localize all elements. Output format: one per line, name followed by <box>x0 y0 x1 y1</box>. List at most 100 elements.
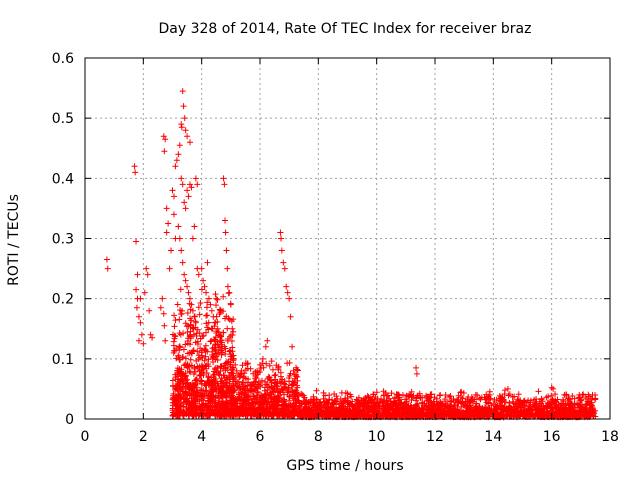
data-point <box>217 412 224 419</box>
data-point <box>490 409 497 416</box>
data-point <box>479 406 486 413</box>
data-point <box>193 330 200 337</box>
data-point <box>182 394 189 401</box>
data-point <box>247 402 254 409</box>
data-point <box>486 388 493 395</box>
data-point <box>184 310 191 317</box>
data-point <box>217 378 224 385</box>
data-point <box>198 349 205 356</box>
data-point <box>344 394 351 401</box>
data-point <box>365 411 372 418</box>
data-point <box>183 323 190 330</box>
data-point <box>190 381 197 388</box>
data-point <box>454 410 461 417</box>
data-point <box>169 187 176 194</box>
data-point <box>200 397 207 404</box>
data-point <box>186 332 193 339</box>
data-point <box>562 401 569 408</box>
data-point <box>177 387 184 394</box>
data-point <box>226 363 233 370</box>
data-point <box>385 401 392 408</box>
data-point <box>275 363 282 370</box>
data-point <box>202 353 209 360</box>
data-point <box>202 329 209 336</box>
data-point <box>360 403 367 410</box>
data-point <box>281 398 288 405</box>
data-point <box>230 328 237 335</box>
data-point <box>239 362 246 369</box>
data-point <box>266 392 273 399</box>
data-point <box>447 398 454 405</box>
data-point <box>451 401 458 408</box>
data-point <box>291 391 298 398</box>
data-point <box>268 403 275 410</box>
data-point <box>225 359 232 366</box>
data-point <box>543 394 550 401</box>
data-point <box>366 406 373 413</box>
y-tick-label: 0.6 <box>52 51 74 67</box>
data-point <box>260 393 267 400</box>
data-point <box>203 289 210 296</box>
data-point <box>533 401 540 408</box>
data-point <box>428 391 435 398</box>
data-point <box>541 406 548 413</box>
data-point <box>348 410 355 417</box>
data-point <box>219 347 226 354</box>
data-point <box>494 411 501 418</box>
data-point <box>187 315 194 322</box>
data-point <box>385 405 392 412</box>
x-tick-label: 16 <box>543 429 561 445</box>
data-point <box>193 377 200 384</box>
data-point <box>288 388 295 395</box>
data-point <box>480 411 487 418</box>
data-point <box>211 344 218 351</box>
data-point <box>195 356 202 363</box>
data-point <box>229 410 236 417</box>
data-point <box>173 157 180 164</box>
data-point <box>176 142 183 149</box>
data-point <box>104 265 111 272</box>
data-point <box>184 329 191 336</box>
data-point <box>426 394 433 401</box>
data-point <box>548 392 555 399</box>
data-point <box>400 411 407 418</box>
data-point <box>393 401 400 408</box>
data-point <box>178 121 185 128</box>
data-point <box>224 382 231 389</box>
data-point <box>248 386 255 393</box>
data-point <box>272 395 279 402</box>
data-point <box>326 412 333 419</box>
data-point <box>194 181 201 188</box>
data-point <box>196 405 203 412</box>
data-point <box>271 372 278 379</box>
data-point <box>550 385 557 392</box>
data-point <box>253 384 260 391</box>
data-point <box>204 299 211 306</box>
data-point <box>468 404 475 411</box>
data-point <box>172 163 179 170</box>
data-point <box>179 259 186 266</box>
data-point <box>332 397 339 404</box>
data-point <box>442 396 449 403</box>
data-point <box>518 407 525 414</box>
data-point <box>365 393 372 400</box>
data-point <box>356 411 363 418</box>
data-point <box>234 382 241 389</box>
data-point <box>168 247 175 254</box>
data-point <box>238 381 245 388</box>
data-point <box>531 396 538 403</box>
data-point <box>345 411 352 418</box>
data-point <box>360 408 367 415</box>
data-point <box>410 412 417 419</box>
data-point <box>213 302 220 309</box>
data-point <box>175 381 182 388</box>
data-point <box>214 318 221 325</box>
data-point <box>237 385 244 392</box>
data-point <box>253 392 260 399</box>
data-point <box>401 406 408 413</box>
data-point <box>134 271 141 278</box>
data-point <box>160 133 167 140</box>
data-point <box>161 148 168 155</box>
data-point <box>162 337 169 344</box>
data-point <box>412 413 419 420</box>
